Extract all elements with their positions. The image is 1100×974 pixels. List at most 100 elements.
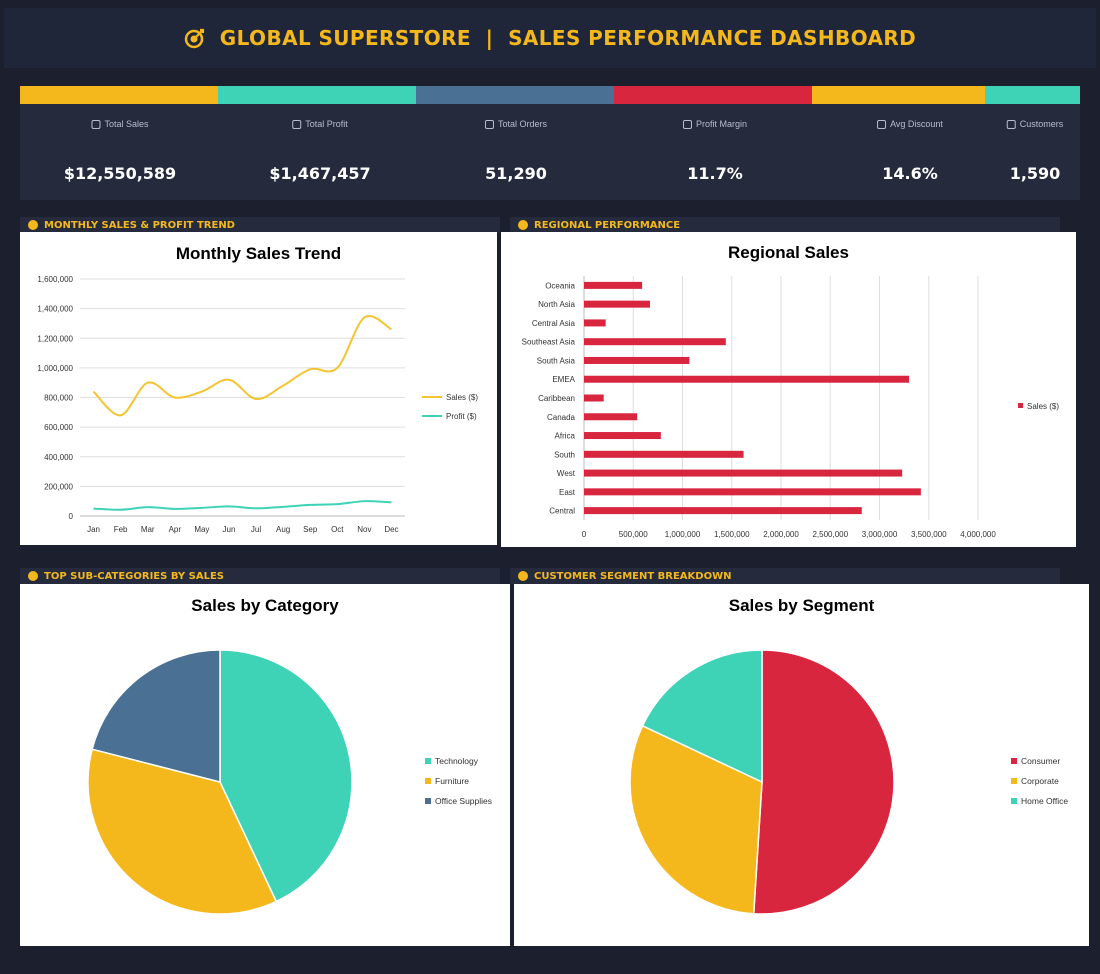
bar <box>584 507 862 515</box>
y-tick-label: Southeast Asia <box>522 338 576 347</box>
kpi-label-text: Avg Discount <box>890 119 943 129</box>
dashboard-title: GLOBAL SUPERSTORE | SALES PERFORMANCE DA… <box>219 26 917 50</box>
chart-title: Sales by Category <box>191 596 339 615</box>
x-tick-label: 4,000,000 <box>960 530 996 539</box>
y-tick-label: 1,000,000 <box>37 364 73 373</box>
pie-chart-category: Technology Furniture Office Supplies <box>87 649 492 915</box>
kpi-color-bar <box>614 86 812 104</box>
chart-title: Monthly Sales Trend <box>175 244 342 263</box>
kpi-color-bar <box>985 86 1080 104</box>
calculator-icon <box>292 119 302 129</box>
legend-label: Consumer <box>1021 756 1060 766</box>
bar <box>584 338 726 346</box>
kpi-label-text: Total Sales <box>104 119 149 129</box>
pie-slice <box>87 748 278 915</box>
x-tick-label: 1,500,000 <box>714 530 750 539</box>
x-tick-label: Jun <box>223 525 236 534</box>
x-tick-label: 2,500,000 <box>812 530 848 539</box>
kpi-label: Total Sales <box>91 119 149 129</box>
legend-swatch <box>425 798 431 804</box>
dashboard-header: GLOBAL SUPERSTORE | SALES PERFORMANCE DA… <box>4 8 1096 68</box>
y-tick-label: 1,200,000 <box>37 334 73 343</box>
bar <box>584 394 604 402</box>
globe-icon <box>518 220 528 230</box>
x-tick-label: 2,000,000 <box>763 530 799 539</box>
legend-label: Furniture <box>435 776 469 786</box>
y-tick-label: North Asia <box>538 300 575 309</box>
legend-label: Corporate <box>1021 776 1059 786</box>
bar <box>584 432 661 440</box>
kpi-color-bar <box>812 86 985 104</box>
calendar-icon <box>28 220 38 230</box>
kpi-label-text: Customers <box>1019 119 1064 129</box>
legend-swatch <box>1011 798 1017 804</box>
y-tick-label: South <box>554 450 575 459</box>
legend-swatch <box>1011 758 1017 764</box>
legend-label: Home Office <box>1021 796 1068 806</box>
kpi-label: Profit Margin <box>682 119 748 129</box>
bar <box>584 319 606 327</box>
kpi-label: Total Orders <box>484 119 547 129</box>
chart-title: Regional Sales <box>728 243 849 262</box>
box-icon <box>28 571 38 581</box>
bar <box>584 450 744 458</box>
y-tick-label: West <box>557 469 576 478</box>
section-segment: CUSTOMER SEGMENT BREAKDOWN <box>510 568 1060 584</box>
line-chart: 0 200,000 400,000 600,000 800,000 1,000,000 1,… <box>37 275 478 534</box>
kpi-color-bar <box>20 86 218 104</box>
kpi-value: $1,467,457 <box>269 164 371 183</box>
kpi-band: Total Sales $12,550,589 Total Profit $1,467… <box>20 86 1080 200</box>
section-title: TOP SUB-CATEGORIES BY SALES <box>44 570 224 582</box>
y-tick-label: EMEA <box>552 375 575 384</box>
legend-swatch <box>1011 778 1017 784</box>
pie-slice <box>752 649 895 915</box>
x-tick-label: Nov <box>357 525 371 534</box>
regional-sales-chart-panel: Regional Sales 0 500,000 1,000,000 1,500,00… <box>501 232 1076 547</box>
x-tick-label: 500,000 <box>619 530 648 539</box>
bar <box>584 281 643 289</box>
kpi-label-text: Profit Margin <box>695 119 748 129</box>
kpi-label: Avg Discount <box>877 119 943 129</box>
kpi-label: Total Profit <box>292 119 348 129</box>
bar <box>584 375 910 383</box>
pie-chart-segment: Consumer Corporate Home Office <box>629 649 1068 915</box>
kpi-value: 1,590 <box>1009 164 1061 183</box>
y-tick-label: Oceania <box>545 281 575 290</box>
y-tick-label: Africa <box>555 432 576 441</box>
y-tick-label: 1,400,000 <box>37 305 73 314</box>
kpi-value: 11.7% <box>687 164 743 183</box>
y-tick-label: 800,000 <box>44 394 73 403</box>
series-line <box>92 315 392 417</box>
bar <box>584 300 650 308</box>
y-tick-label: East <box>559 488 576 497</box>
chart-title: Sales by Segment <box>728 596 875 615</box>
users-icon <box>518 571 528 581</box>
section-monthly: MONTHLY SALES & PROFIT TREND <box>20 217 500 233</box>
section-subcategories: TOP SUB-CATEGORIES BY SALES <box>20 568 500 584</box>
x-tick-label: Apr <box>169 525 182 534</box>
y-tick-label: Central <box>549 507 575 516</box>
legend-swatch <box>1018 403 1023 408</box>
legend-label: Sales ($) <box>446 393 478 402</box>
pie-slice <box>219 649 353 903</box>
category-chart-panel: Sales by Category Technology Furniture Off… <box>20 584 510 946</box>
y-tick-label: South Asia <box>537 356 576 365</box>
box-icon <box>484 119 494 129</box>
legend-swatch <box>425 778 431 784</box>
x-tick-label: 3,500,000 <box>911 530 947 539</box>
kpi-value: 51,290 <box>485 164 547 183</box>
x-tick-label: Sep <box>303 525 318 534</box>
section-title: CUSTOMER SEGMENT BREAKDOWN <box>534 570 732 582</box>
section-title: MONTHLY SALES & PROFIT TREND <box>44 219 235 231</box>
x-tick-label: Dec <box>384 525 398 534</box>
bar-chart: 0 500,000 1,000,000 1,500,000 2,000,000 2,500… <box>522 276 1059 539</box>
legend-label: Technology <box>435 756 479 766</box>
x-tick-label: Jan <box>87 525 100 534</box>
pie-slice <box>91 649 221 783</box>
money-bag-icon <box>91 119 101 129</box>
series-line <box>93 500 392 511</box>
monthly-sales-chart-panel: Monthly Sales Trend 0 200,000 400,000 600,0… <box>20 232 497 545</box>
y-tick-label: 200,000 <box>44 482 73 491</box>
section-regional: REGIONAL PERFORMANCE <box>510 217 1060 233</box>
x-tick-label: Mar <box>141 525 155 534</box>
